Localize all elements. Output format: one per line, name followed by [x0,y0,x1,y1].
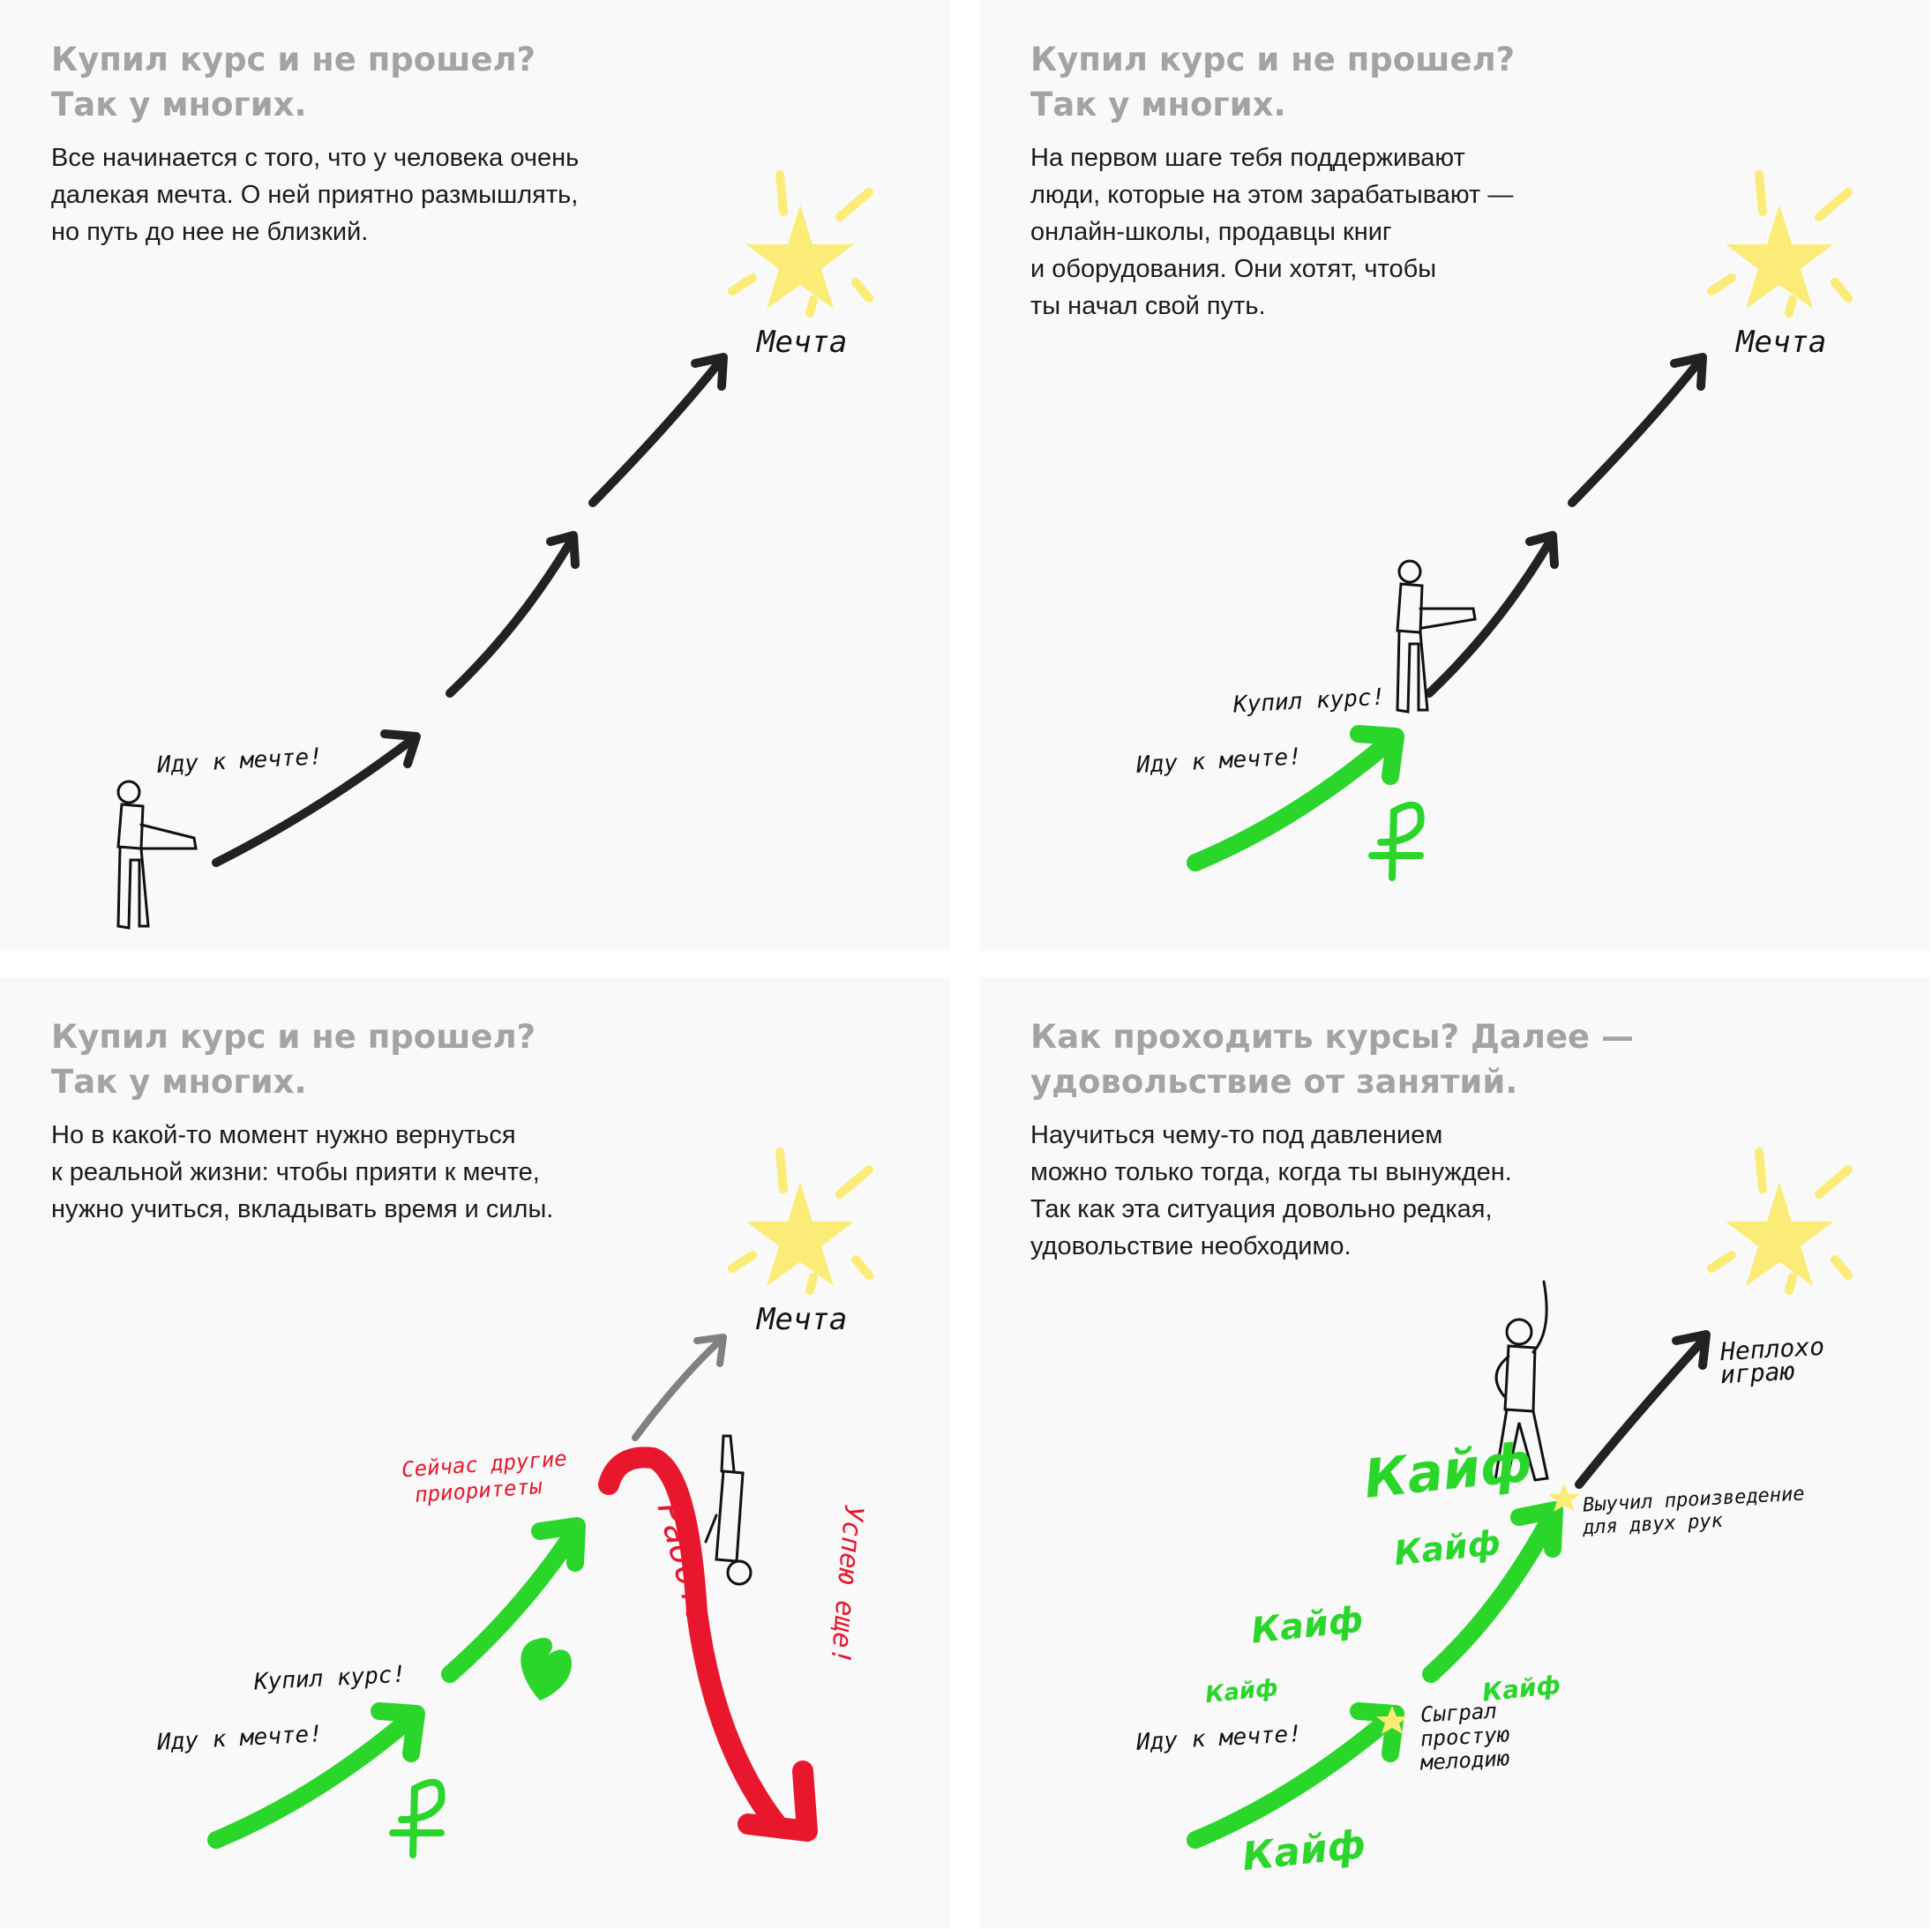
panel-body: На первом шаге тебя поддерживают люди, к… [1030,144,1514,320]
panel-illustration [207,1148,873,1858]
path-arrows [1425,353,1707,698]
panel-first-step: Купил курс и не прошел? Так у многих. На… [979,0,1930,951]
panel-body: Но в какой-то момент нужно вернуться к р… [51,1121,554,1223]
star-icon [728,1148,873,1295]
person-kicking-icon [1396,559,1477,714]
person-falling-icon [704,1434,753,1586]
black-arrow [1575,1330,1711,1489]
panel-enjoyment: Как проходить курсы? Далее — удовольстви… [979,977,1930,1928]
panel-title: Как проходить курсы? Далее — удовольстви… [1030,1018,1635,1101]
star-icon [1707,1148,1853,1295]
panel-real-life: Купил курс и не прошел? Так у многих. Но… [0,977,951,1928]
small-star-icon [1548,1484,1580,1512]
panel-body: Научиться чему-то под давлением можно то… [1030,1121,1512,1260]
person-kicking-icon [116,780,198,930]
red-falling-arrow [598,1447,818,1842]
label-played-3: мелодию [1419,1746,1510,1776]
panel-title: Купил курс и не прошел? Так у многих. [51,41,536,123]
label-dream: Мечта [1736,325,1827,360]
panel-illustration [1187,1148,1853,1849]
label-playing-well-2: играю [1719,1356,1796,1390]
money-icon [1368,801,1425,881]
label-dream: Мечта [757,325,848,360]
star-icon [1707,170,1853,318]
heart-icon [520,1637,572,1701]
path-arrows [212,353,728,867]
green-arrows [207,1517,586,1849]
panel-body: Все начинается с того, что у человека оч… [51,144,580,246]
panel-illustration [1187,170,1853,881]
grey-arrow [632,1334,727,1441]
panel-title: Купил курс и не прошел? Так у многих. [1030,41,1516,123]
money-icon [389,1778,446,1858]
person-waving-icon [1494,1280,1549,1484]
panel-dream-start: Купил курс и не прошел? Так у многих. Вс… [0,0,951,951]
panel-title: Купил курс и не прошел? Так у многих. [51,1018,536,1101]
panel-illustration [116,170,873,930]
small-star-icon [1376,1706,1408,1734]
green-arrow [1187,725,1404,871]
star-icon [728,170,873,318]
label-dream: Мечта [757,1302,848,1337]
